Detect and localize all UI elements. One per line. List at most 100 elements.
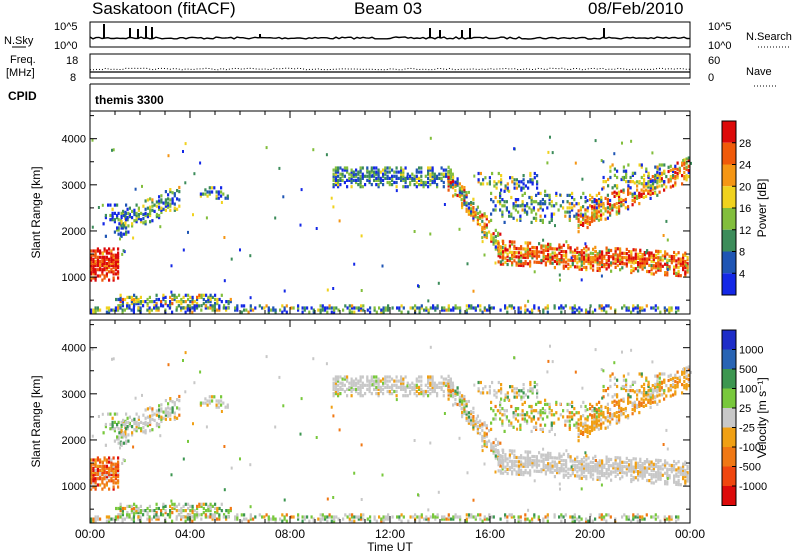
range-gate-cell <box>609 414 612 418</box>
range-gate-cell <box>577 213 580 217</box>
range-gate-cell <box>334 387 337 391</box>
range-gate-cell <box>565 256 568 260</box>
range-gate-cell <box>672 169 675 174</box>
range-gate-cell <box>497 241 500 245</box>
range-gate-cell <box>117 297 120 302</box>
range-gate-cell <box>520 245 523 249</box>
range-gate-cell <box>377 170 380 174</box>
range-gate-cell <box>441 308 444 312</box>
range-gate-cell <box>222 401 225 405</box>
range-gate-cell <box>571 195 574 200</box>
range-gate-cell <box>114 261 117 266</box>
range-gate-cell <box>578 476 581 480</box>
range-gate-cell <box>623 471 626 475</box>
range-gate-cell <box>625 173 628 177</box>
range-gate-cell <box>580 460 583 464</box>
range-gate-cell <box>204 304 207 308</box>
range-gate-cell <box>589 473 592 477</box>
range-gate-cell <box>104 216 107 220</box>
range-gate-cell <box>536 182 539 186</box>
range-gate-cell <box>609 207 612 211</box>
range-gate-cell <box>521 409 524 413</box>
range-gate-cell <box>537 417 540 421</box>
range-gate-cell <box>139 504 142 508</box>
range-gate-cell <box>479 216 482 220</box>
range-gate-cell <box>610 255 613 259</box>
range-gate-cell <box>654 173 657 177</box>
range-gate-cell <box>463 190 466 194</box>
range-gate-cell <box>531 461 534 465</box>
range-gate-cell <box>659 250 662 254</box>
range-gate-cell <box>539 427 542 431</box>
range-gate-cell <box>99 255 102 259</box>
range-gate-cell <box>449 174 452 178</box>
range-gate-cell <box>169 300 172 304</box>
range-gate-cell <box>625 378 628 382</box>
range-gate-cell <box>508 465 511 470</box>
range-gate-cell <box>629 395 632 399</box>
range-gate-cell <box>110 468 113 472</box>
range-gate-cell <box>639 470 642 474</box>
range-gate-cell <box>666 273 669 277</box>
range-gate-cell <box>208 399 211 403</box>
range-gate-cell <box>646 478 649 483</box>
range-gate-cell <box>160 509 163 513</box>
range-gate-cell <box>420 513 423 517</box>
range-gate-cell <box>99 473 102 477</box>
range-gate-cell <box>193 172 196 176</box>
range-gate-cell <box>579 222 582 226</box>
range-gate-cell <box>467 417 470 421</box>
range-gate-cell <box>355 389 358 394</box>
range-gate-cell <box>555 202 558 206</box>
range-gate-cell <box>224 196 227 200</box>
range-gate-cell <box>382 377 385 381</box>
range-gate-cell <box>317 517 320 521</box>
range-gate-cell <box>494 241 497 245</box>
range-gate-cell <box>551 251 554 255</box>
range-gate-cell <box>135 300 138 304</box>
range-gate-cell <box>513 464 516 468</box>
range-gate-cell <box>144 207 147 211</box>
range-gate-cell <box>125 232 128 236</box>
range-gate-cell <box>108 270 111 274</box>
range-gate-cell <box>337 377 340 381</box>
range-gate-cell <box>285 304 288 308</box>
range-gate-cell <box>153 300 156 304</box>
range-gate-cell <box>645 393 648 397</box>
range-gate-cell <box>90 468 93 472</box>
range-gate-cell <box>94 468 97 472</box>
range-gate-cell <box>96 477 99 481</box>
range-gate-cell <box>112 479 115 483</box>
range-gate-cell <box>655 473 658 477</box>
range-gate-cell <box>511 250 514 254</box>
range-gate-cell <box>130 517 133 521</box>
range-gate-cell <box>254 306 257 310</box>
range-gate-cell <box>544 261 547 265</box>
range-gate-cell <box>585 519 588 523</box>
range-gate-cell <box>112 466 115 470</box>
range-gate-cell <box>135 213 138 218</box>
range-gate-cell <box>573 515 576 519</box>
range-gate-cell <box>494 450 497 454</box>
range-gate-cell <box>641 462 644 466</box>
range-gate-cell <box>483 517 486 521</box>
range-gate-cell <box>601 461 604 465</box>
range-gate-cell <box>94 464 97 468</box>
range-gate-cell <box>373 375 376 379</box>
range-gate-cell <box>131 224 134 228</box>
range-gate-cell <box>515 455 518 460</box>
range-gate-cell <box>508 256 511 261</box>
range-gate-cell <box>580 470 583 474</box>
range-gate-cell <box>375 379 378 383</box>
range-gate-cell <box>651 179 654 183</box>
range-gate-cell <box>263 515 266 519</box>
range-gate-cell <box>350 387 353 391</box>
range-gate-cell <box>132 310 135 314</box>
range-gate-cell <box>585 462 588 466</box>
range-gate-cell <box>632 248 635 252</box>
range-gate-cell <box>415 170 418 174</box>
range-gate-cell <box>258 513 261 517</box>
range-gate-cell <box>351 513 354 517</box>
colorbar-tick-label: 24 <box>739 160 751 172</box>
range-gate-cell <box>122 209 125 213</box>
